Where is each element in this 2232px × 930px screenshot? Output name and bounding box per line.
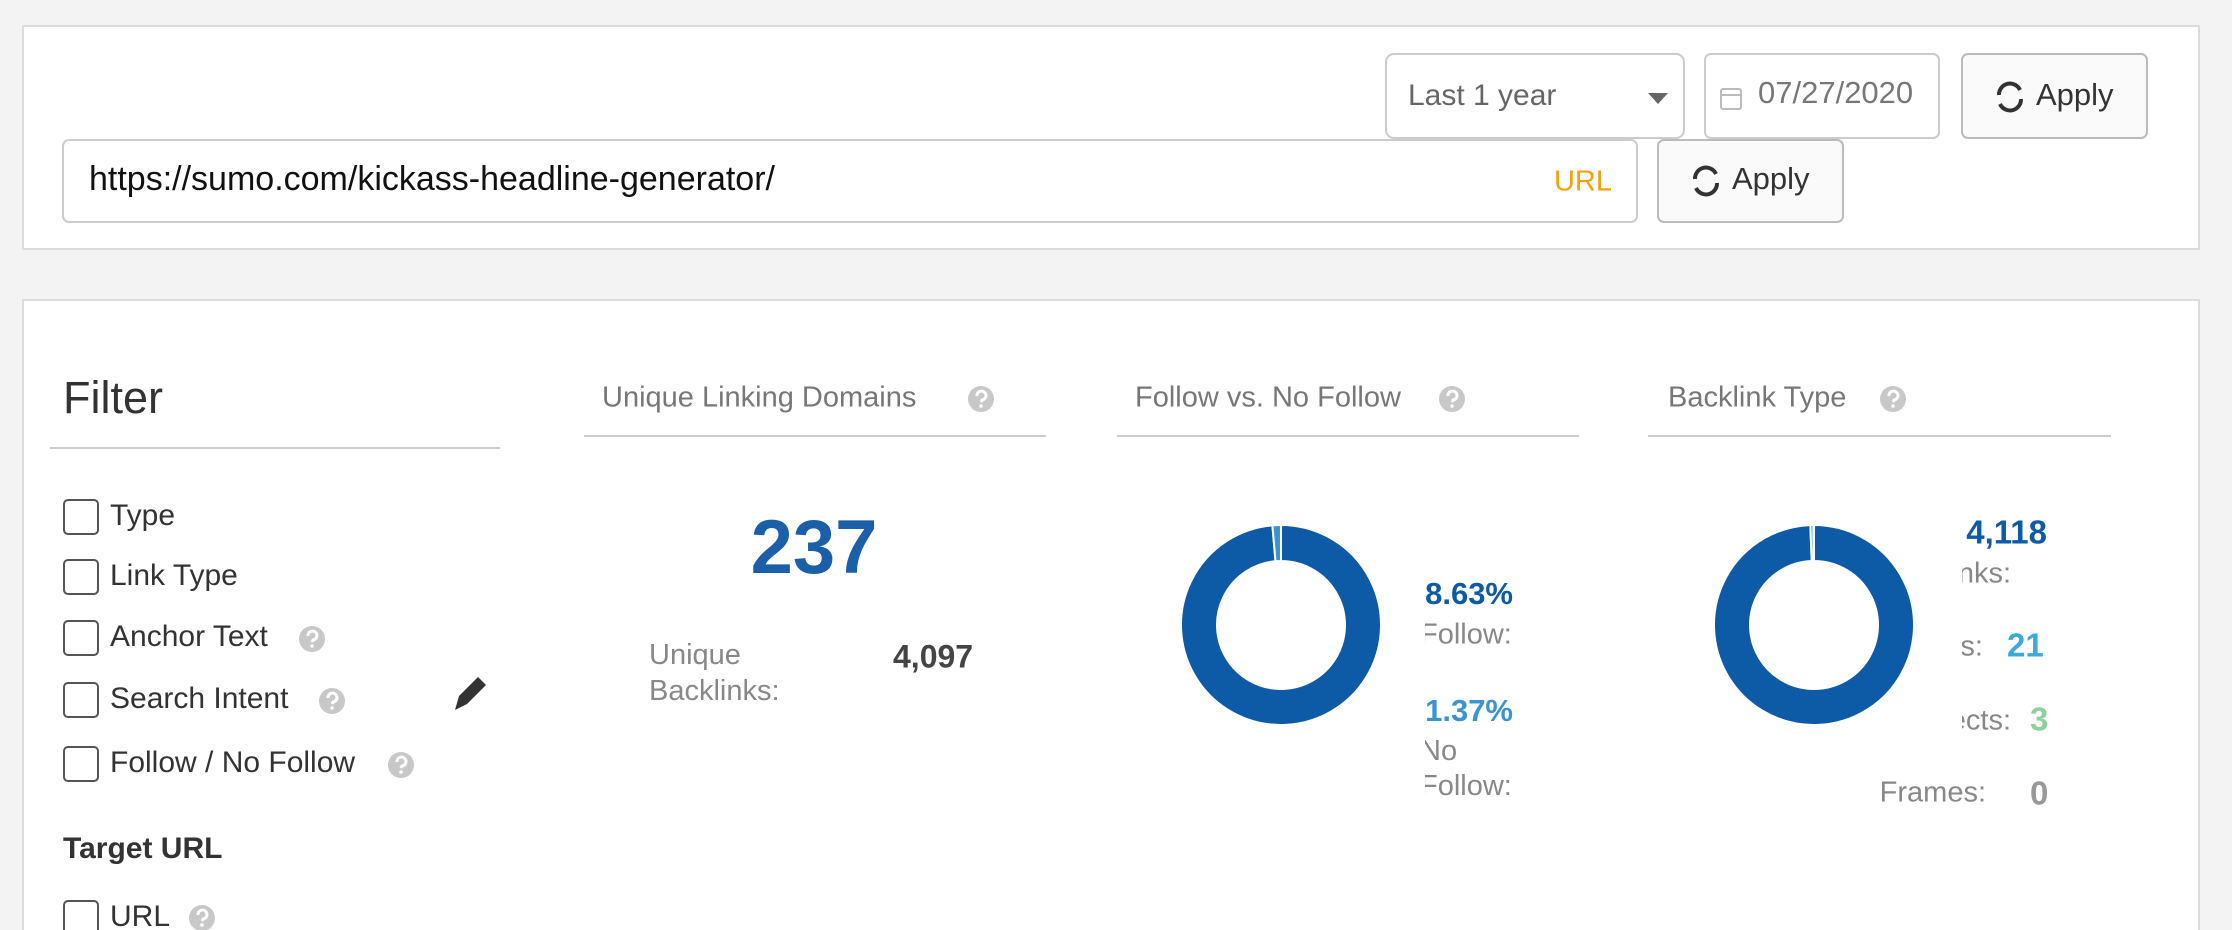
checkbox[interactable] (63, 746, 99, 782)
checkbox-label: Follow / No Follow (110, 746, 355, 779)
url-mode[interactable]: URL (1554, 166, 1612, 198)
donut-slice (1179, 523, 1382, 726)
checkbox[interactable] (63, 499, 99, 535)
url-input[interactable] (62, 139, 1638, 223)
widget-title: Unique Linking Domains (602, 382, 916, 414)
calendar-icon (1720, 88, 1742, 110)
help-dot (1891, 404, 1895, 408)
legend-label: Redirects: (1880, 705, 2011, 737)
help-glyph (306, 629, 319, 643)
period-select[interactable] (1385, 53, 1685, 139)
legend-label: Frames: (1880, 777, 1986, 809)
legend-value: 4,118 (1966, 514, 2047, 551)
follow-legend: 98.63% Follow: 1.37% No Follow: (1408, 576, 1513, 802)
help-dot (979, 404, 983, 408)
checkbox[interactable] (63, 559, 99, 595)
target-title: Target URL (63, 832, 222, 865)
legend-value: 1.37% (1425, 693, 1513, 728)
apply-label: Apply (2036, 77, 2114, 112)
legend-label: Images: (1880, 631, 1983, 663)
legend-value: 0 (2030, 775, 2048, 812)
help-icon[interactable] (319, 688, 345, 714)
checkbox-label: URL (110, 900, 170, 930)
refresh-icon (1693, 165, 1719, 197)
period-text: Last 1 year (1408, 79, 1556, 112)
domains-value: 237 (751, 505, 878, 590)
edit-icon[interactable] (455, 677, 486, 710)
help-icon[interactable] (968, 386, 994, 412)
help-glyph (326, 691, 339, 705)
legend-value: 98.63% (1408, 576, 1513, 611)
widget-title: Follow vs. No Follow (1135, 382, 1402, 414)
checkbox-label: Anchor Text (110, 620, 269, 653)
help-dot (200, 923, 204, 927)
donut-slice (1271, 523, 1282, 563)
legend-value: 21 (2007, 627, 2044, 664)
help-dot (330, 706, 334, 710)
donut-slice (1713, 523, 1915, 726)
help-icon[interactable] (1439, 386, 1465, 412)
checkbox[interactable] (63, 900, 99, 930)
legend-label: Follow: (1420, 619, 1512, 651)
legend-value: 3 (2030, 701, 2048, 738)
help-icon[interactable] (299, 626, 325, 652)
help-circle (189, 905, 215, 930)
url-text: https://sumo.com/kickass-headline-genera… (89, 160, 776, 198)
legend-clip: Text Links: Images: Redirects: (1874, 558, 2011, 737)
main-panel (22, 299, 2200, 930)
checkbox[interactable] (63, 682, 99, 718)
help-dot (399, 770, 403, 774)
backlinks-value: 4,097 (893, 638, 973, 674)
url-apply-button[interactable] (1657, 139, 1844, 223)
backlink-legend: Text Links: Images: Redirects: 4,118 21 3 0 Fra… (1874, 514, 2049, 812)
date-text: 07/27/2020 (1758, 75, 1913, 110)
legend-label: Text Links: (1874, 558, 2011, 590)
checkbox[interactable] (63, 620, 99, 656)
dropdown-caret (1648, 93, 1668, 104)
help-glyph (196, 908, 209, 922)
checkbox-label: Search Intent (110, 682, 289, 715)
url-apply-label: Apply (1732, 161, 1810, 196)
help-glyph (1446, 389, 1459, 403)
checkbox-label: Link Type (110, 559, 238, 592)
filter-title: Filter (63, 372, 163, 423)
help-glyph (395, 755, 408, 769)
help-glyph (1887, 389, 1900, 403)
help-dot (1450, 404, 1454, 408)
date-input[interactable] (1704, 53, 1940, 139)
help-glyph (975, 389, 988, 403)
help-icon[interactable] (388, 752, 414, 778)
help-icon[interactable] (1880, 386, 1906, 412)
widget-title: Backlink Type (1668, 382, 1846, 414)
backlinks-label: Unique Backlinks: (649, 639, 780, 707)
checkbox-label: Type (110, 499, 175, 532)
help-icon[interactable] (189, 905, 215, 930)
legend-label: No Follow: (1420, 735, 1512, 802)
refresh-icon (1997, 81, 2023, 113)
help-dot (310, 644, 314, 648)
apply-button[interactable] (1961, 53, 2148, 139)
